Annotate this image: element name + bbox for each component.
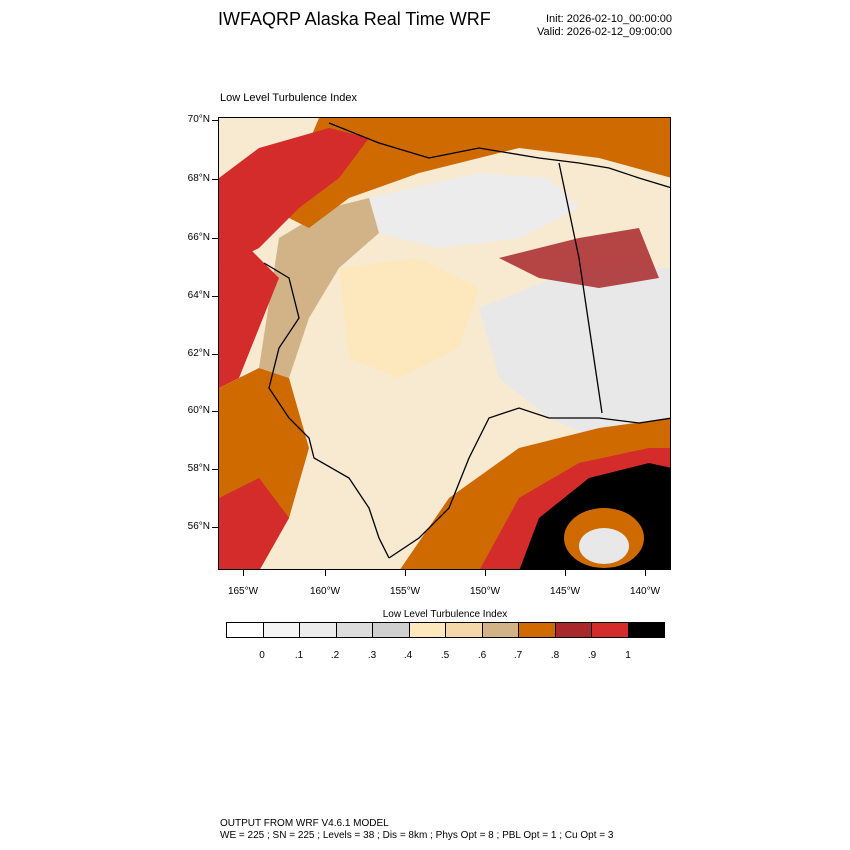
colorbar-label: .6 <box>477 650 487 661</box>
lat-tick <box>212 120 218 121</box>
lon-label-145: 145°W <box>549 586 581 597</box>
colorbar-label: .9 <box>587 650 597 661</box>
lon-tick <box>325 570 326 576</box>
colorbar-swatch <box>592 623 629 637</box>
turbulence-map <box>218 117 671 570</box>
low-index-zone-east <box>479 268 670 448</box>
colorbar-label: .3 <box>367 650 377 661</box>
colorbar-swatch <box>373 623 410 637</box>
lon-tick <box>243 570 244 576</box>
colorbar-label: 0 <box>259 650 265 661</box>
lat-label-60: 60°N <box>187 405 210 416</box>
mid-index-zone <box>339 258 479 378</box>
valid-time: Valid: 2026-02-12_09:00:00 <box>537 26 672 38</box>
figure-title: IWFAQRP Alaska Real Time WRF <box>218 9 491 29</box>
lat-label-68: 68°N <box>187 173 210 184</box>
colorbar-label: .4 <box>403 650 413 661</box>
low-index-zone-north <box>369 173 579 248</box>
lon-label-165: 165°W <box>227 586 259 597</box>
lat-label-62: 62°N <box>187 348 210 359</box>
southwest-red-zone <box>219 478 289 569</box>
model-settings: WE = 225 ; SN = 225 ; Levels = 38 ; Dis … <box>220 830 614 841</box>
plot-title: Low Level Turbulence Index <box>220 92 357 104</box>
colorbar-swatch <box>519 623 556 637</box>
colorbar-swatch <box>628 623 664 637</box>
colorbar-swatch <box>482 623 519 637</box>
lon-tick <box>565 570 566 576</box>
run-times: Init: 2026-02-10_00:00:00 Valid: 2026-02… <box>537 13 672 39</box>
colorbar-swatch <box>555 623 592 637</box>
lat-label-58: 58°N <box>187 463 210 474</box>
lat-tick <box>212 527 218 528</box>
colorbar-swatch <box>409 623 446 637</box>
model-info: OUTPUT FROM WRF V4.6.1 MODEL WE = 225 ; … <box>220 818 613 842</box>
lon-label-150: 150°W <box>469 586 501 597</box>
colorbar-swatch <box>227 623 264 637</box>
lat-tick <box>212 469 218 470</box>
colorbar-label: .8 <box>550 650 560 661</box>
colorbar-label: .7 <box>513 650 523 661</box>
lon-label-140: 140°W <box>629 586 661 597</box>
canada-border <box>558 162 603 414</box>
colorbar-swatch <box>446 623 483 637</box>
colorbar-label: .1 <box>294 650 304 661</box>
colorbar-swatch <box>263 623 300 637</box>
lat-label-66: 66°N <box>187 232 210 243</box>
lat-tick <box>212 411 218 412</box>
lat-label-70: 70°N <box>187 114 210 125</box>
lat-tick <box>212 179 218 180</box>
init-time: Init: 2026-02-10_00:00:00 <box>546 13 672 25</box>
alaska-coastline <box>263 122 670 559</box>
lat-tick <box>212 238 218 239</box>
lon-label-160: 160°W <box>309 586 341 597</box>
lon-label-155: 155°W <box>389 586 421 597</box>
colorbar-title: Low Level Turbulence Index <box>382 609 508 620</box>
colorbar-swatch <box>300 623 337 637</box>
gulf-inner-light-zone <box>579 528 629 564</box>
lat-label-64: 64°N <box>187 290 210 301</box>
arctic-orange-band <box>279 118 670 228</box>
model-version: OUTPUT FROM WRF V4.6.1 MODEL <box>220 818 389 829</box>
colorbar-label: .5 <box>440 650 450 661</box>
colorbar-label: 1 <box>625 650 631 661</box>
lat-tick <box>212 296 218 297</box>
lon-tick <box>405 570 406 576</box>
northwest-red-zone <box>219 128 369 268</box>
colorbar <box>226 622 665 638</box>
lon-tick <box>485 570 486 576</box>
west-red-zone <box>219 248 279 388</box>
colorbar-swatch <box>336 623 373 637</box>
lat-tick <box>212 354 218 355</box>
colorbar-label: .2 <box>330 650 340 661</box>
lat-label-56: 56°N <box>187 521 210 532</box>
lon-tick <box>645 570 646 576</box>
